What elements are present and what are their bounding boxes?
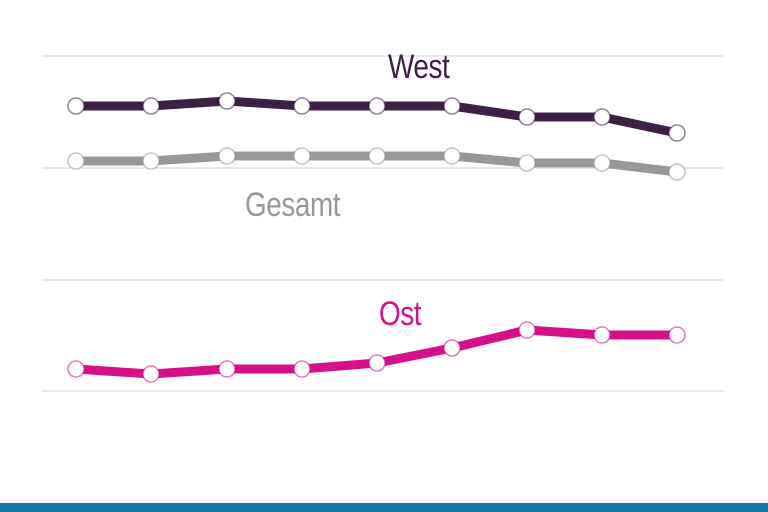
data-point-west-3 bbox=[293, 97, 311, 115]
data-point-ost-2 bbox=[218, 360, 236, 378]
data-point-west-1 bbox=[142, 97, 160, 115]
data-point-ost-1 bbox=[142, 365, 160, 383]
data-point-gesamt-7 bbox=[593, 154, 611, 172]
data-point-ost-8 bbox=[668, 326, 686, 344]
data-point-west-8 bbox=[668, 124, 686, 142]
data-point-west-5 bbox=[443, 97, 461, 115]
data-point-ost-6 bbox=[518, 321, 536, 339]
data-point-ost-4 bbox=[368, 354, 386, 372]
data-point-ost-3 bbox=[293, 360, 311, 378]
data-point-west-6 bbox=[518, 108, 536, 126]
data-point-west-0 bbox=[67, 97, 85, 115]
series-label-ost: Ost bbox=[379, 295, 422, 333]
data-point-gesamt-4 bbox=[368, 147, 386, 165]
series-label-gesamt: Gesamt bbox=[245, 186, 341, 224]
data-point-west-4 bbox=[368, 97, 386, 115]
data-point-gesamt-0 bbox=[67, 152, 85, 170]
data-point-west-2 bbox=[218, 92, 236, 110]
series-label-west: West bbox=[388, 48, 450, 86]
data-point-gesamt-6 bbox=[518, 154, 536, 172]
data-point-gesamt-8 bbox=[668, 163, 686, 181]
data-point-ost-5 bbox=[443, 339, 461, 357]
data-point-ost-7 bbox=[593, 326, 611, 344]
data-point-gesamt-5 bbox=[443, 147, 461, 165]
data-point-gesamt-2 bbox=[218, 147, 236, 165]
data-point-ost-0 bbox=[67, 360, 85, 378]
data-point-gesamt-1 bbox=[142, 152, 160, 170]
data-point-west-7 bbox=[593, 108, 611, 126]
data-point-gesamt-3 bbox=[293, 147, 311, 165]
footer-accent-bar bbox=[0, 503, 768, 512]
